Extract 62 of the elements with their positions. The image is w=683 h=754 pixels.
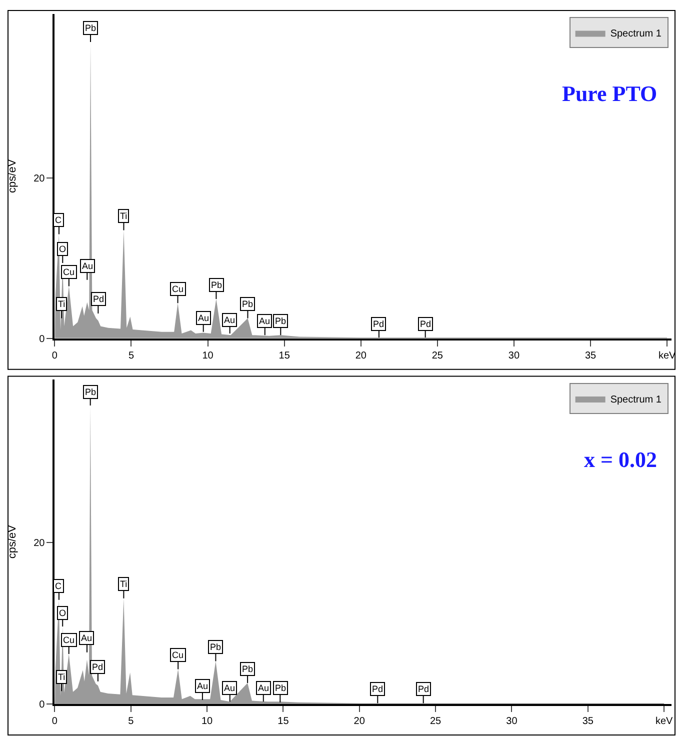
- y-tick-label: 0: [39, 700, 46, 710]
- annotation: Au: [81, 633, 92, 643]
- annotation: Pb: [211, 280, 222, 290]
- annotation: Pd: [420, 319, 432, 329]
- x-tick-label: keV: [655, 716, 673, 727]
- y-tick-label: 20: [34, 174, 46, 185]
- annotation: Pd: [418, 684, 430, 694]
- annotation: Pb: [275, 683, 286, 693]
- x-tick-label: 25: [432, 350, 444, 362]
- x-tick-label: 5: [128, 350, 134, 362]
- x-tick-label: 35: [584, 350, 597, 362]
- legend-label: Spectrum 1: [610, 28, 662, 40]
- annotation: C: [55, 581, 62, 591]
- annotation: Au: [198, 313, 210, 323]
- x-tick-label: 25: [430, 716, 442, 727]
- annotation: x = 0.02: [584, 447, 658, 472]
- y-tick-label: 20: [34, 538, 46, 550]
- annotation: Pd: [93, 294, 104, 304]
- annotation: Au: [82, 261, 94, 271]
- annotation: Ti: [58, 299, 66, 309]
- annotation: Pb: [242, 664, 254, 674]
- annotation: Au: [259, 316, 270, 326]
- annotation: Pb: [85, 23, 96, 33]
- annotation: Ti: [58, 672, 66, 682]
- annotation: Pd: [373, 319, 384, 329]
- x-tick-label: 30: [508, 350, 520, 362]
- x-tick-label: 0: [52, 350, 58, 362]
- annotation: Cu: [172, 284, 184, 294]
- annotation: Cu: [63, 635, 75, 645]
- x-tick-label: 15: [278, 716, 290, 727]
- x-tick-label: 20: [355, 350, 367, 362]
- x-tick-label: keV: [658, 350, 676, 362]
- legend-label: Spectrum 1: [610, 394, 662, 406]
- x-tick-label: 15: [278, 350, 290, 362]
- annotation: C: [55, 215, 62, 225]
- annotation: Au: [224, 315, 236, 325]
- y-axis-title: cps/eV: [6, 158, 19, 193]
- annotation: O: [59, 244, 66, 254]
- annotation: Pb: [85, 387, 96, 397]
- y-tick-label: 0: [39, 334, 46, 345]
- x-tick-label: 20: [354, 716, 366, 727]
- annotation: Pb: [242, 299, 254, 309]
- annotation: Au: [258, 683, 270, 693]
- annotation: O: [59, 608, 66, 618]
- x-tick-label: 5: [128, 716, 134, 727]
- x-tick-label: 10: [201, 716, 214, 727]
- annotation: Cu: [63, 267, 75, 277]
- annotation: Ti: [120, 211, 128, 221]
- x-tick-label: 0: [52, 716, 58, 727]
- annotation: Cu: [172, 650, 184, 660]
- annotation: Au: [224, 683, 236, 693]
- x-tick-label: 35: [582, 716, 594, 727]
- x-tick-label: 10: [202, 350, 214, 362]
- y-axis-title: cps/eV: [6, 524, 19, 559]
- annotation: Pd: [372, 684, 384, 694]
- annotation: Au: [197, 681, 208, 691]
- annotation: Pb: [210, 642, 222, 652]
- annotation: Pd: [92, 662, 104, 672]
- annotation: Pb: [275, 316, 286, 326]
- annotation: Ti: [120, 579, 128, 589]
- x-tick-label: 30: [506, 716, 518, 727]
- annotation: Pure PTO: [562, 81, 658, 106]
